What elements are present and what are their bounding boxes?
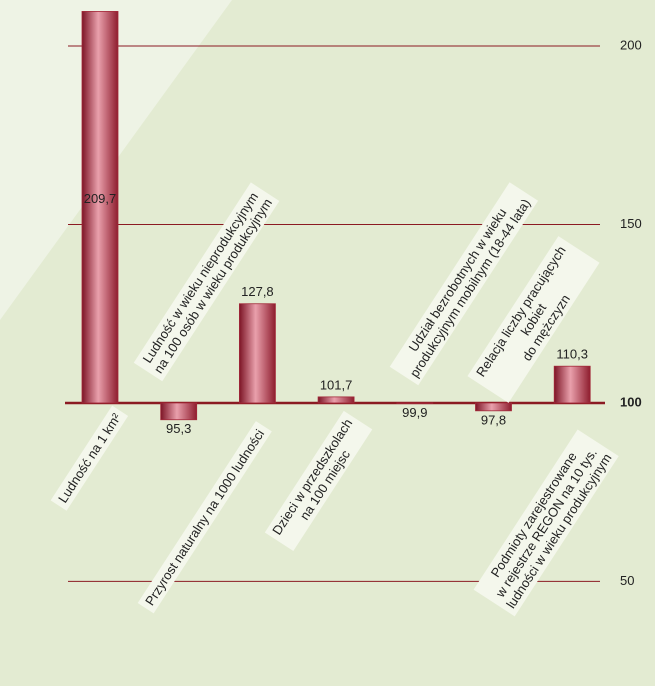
value-label: 97,8 [481,412,506,427]
value-label: 110,3 [556,347,588,362]
value-label: 209,7 [84,191,117,206]
bar [238,303,276,404]
value-label: 127,8 [241,284,274,299]
bar [317,396,355,404]
bar [81,11,119,404]
bar [553,365,591,404]
y-tick-label: 50 [620,573,634,588]
value-label: 99,9 [402,405,427,420]
value-label: 101,7 [320,377,353,392]
bar [475,402,512,412]
bar [160,402,198,421]
y-tick-label: 150 [620,216,642,231]
value-label: 95,3 [166,421,191,436]
y-tick-label: 100 [620,394,642,409]
y-tick-label: 200 [620,37,642,52]
